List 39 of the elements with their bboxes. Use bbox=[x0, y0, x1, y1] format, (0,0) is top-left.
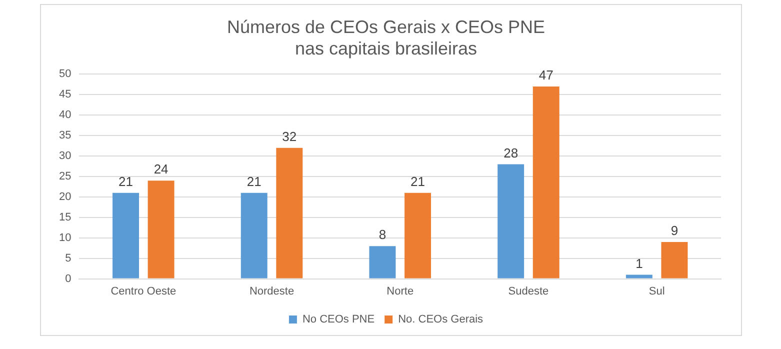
bar bbox=[276, 148, 303, 278]
data-label: 47 bbox=[538, 68, 554, 83]
legend-label: No CEOs PNE bbox=[302, 314, 375, 326]
y-tick-label: 5 bbox=[65, 252, 72, 264]
data-label: 1 bbox=[636, 256, 643, 271]
bar bbox=[369, 246, 396, 278]
bar bbox=[112, 192, 139, 278]
bar bbox=[532, 86, 560, 278]
bar bbox=[404, 192, 432, 278]
y-tick-label: 15 bbox=[58, 211, 72, 224]
data-label: 32 bbox=[282, 128, 297, 144]
y-tick-label: 35 bbox=[58, 130, 72, 142]
data-label: 21 bbox=[246, 174, 262, 189]
y-tick-label: 20 bbox=[58, 190, 72, 203]
data-label: 21 bbox=[410, 174, 425, 189]
y-tick-label: 50 bbox=[58, 68, 72, 80]
y-tick-label: 40 bbox=[58, 109, 72, 122]
legend-label: No. CEOs Gerais bbox=[398, 314, 484, 326]
y-tick-label: 10 bbox=[58, 232, 72, 244]
y-tick-label: 30 bbox=[58, 150, 72, 162]
x-tick-label: Norte bbox=[386, 285, 414, 298]
bar bbox=[498, 164, 524, 278]
y-tick-label: 45 bbox=[58, 88, 72, 101]
bar bbox=[626, 274, 652, 278]
data-label: 28 bbox=[504, 145, 518, 160]
data-label: 24 bbox=[154, 162, 168, 177]
data-label: 9 bbox=[670, 223, 678, 238]
x-tick-label: Nordeste bbox=[249, 285, 294, 298]
bar bbox=[661, 242, 688, 278]
x-tick-label: Sudeste bbox=[508, 285, 549, 298]
x-tick-label: Centro Oeste bbox=[110, 285, 176, 298]
data-label: 8 bbox=[378, 227, 386, 242]
data-label: 21 bbox=[118, 174, 133, 189]
y-tick-label: 0 bbox=[65, 272, 72, 285]
x-tick-label: Sul bbox=[648, 285, 665, 298]
y-tick-label: 25 bbox=[58, 170, 72, 183]
chart-title: Números de CEOs Gerais x CEOs PNE nas capitais brasileiras bbox=[226, 16, 546, 58]
bar bbox=[148, 180, 174, 278]
bar bbox=[240, 192, 268, 278]
